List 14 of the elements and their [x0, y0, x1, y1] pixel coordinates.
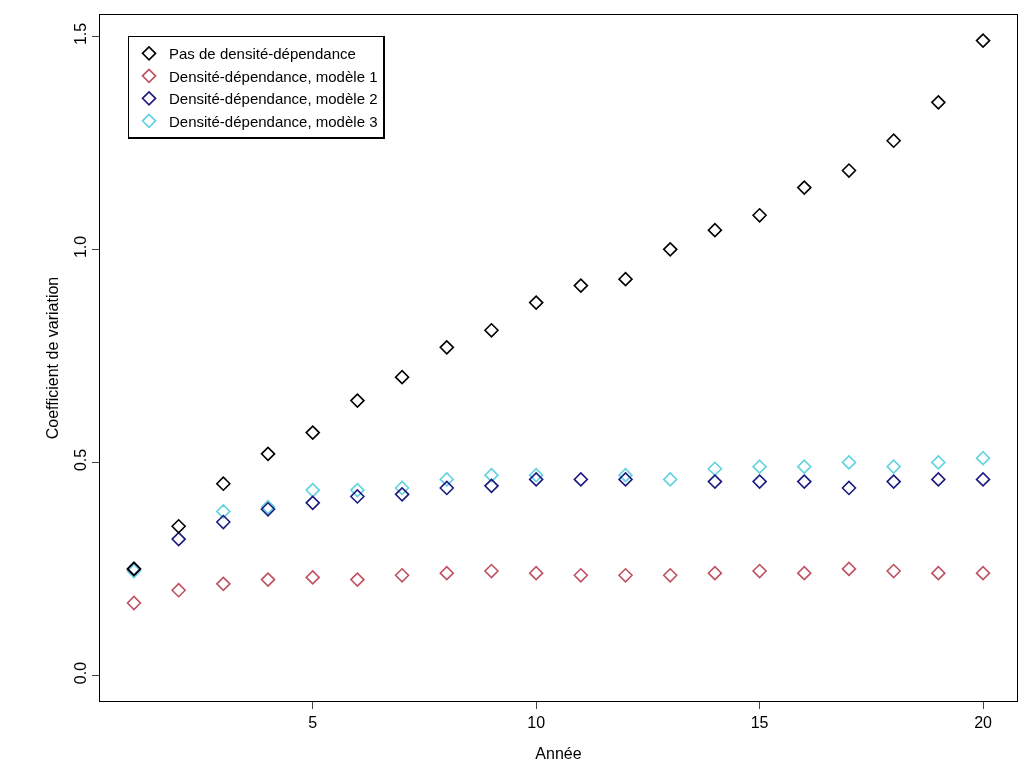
y-tick-label: 1.0 [71, 235, 89, 259]
y-axis-title: Coefficient de variation [44, 276, 61, 440]
x-tick-label: 10 [527, 714, 546, 732]
y-tick-label: 1.5 [71, 22, 89, 46]
x-tick-label: 20 [974, 714, 993, 732]
x-tick-label: 15 [750, 714, 769, 732]
legend-label: Densité-dépendance, modèle 2 [169, 90, 378, 108]
y-tick-label: 0.0 [71, 661, 89, 685]
legend-label: Densité-dépendance, modèle 1 [169, 67, 378, 85]
legend-label: Densité-dépendance, modèle 3 [169, 112, 378, 130]
legend-label: Pas de densité-dépendance [169, 45, 356, 63]
y-tick-label: 0.5 [71, 448, 89, 472]
x-axis-title: Année [535, 745, 582, 762]
x-tick-label: 5 [308, 714, 318, 732]
